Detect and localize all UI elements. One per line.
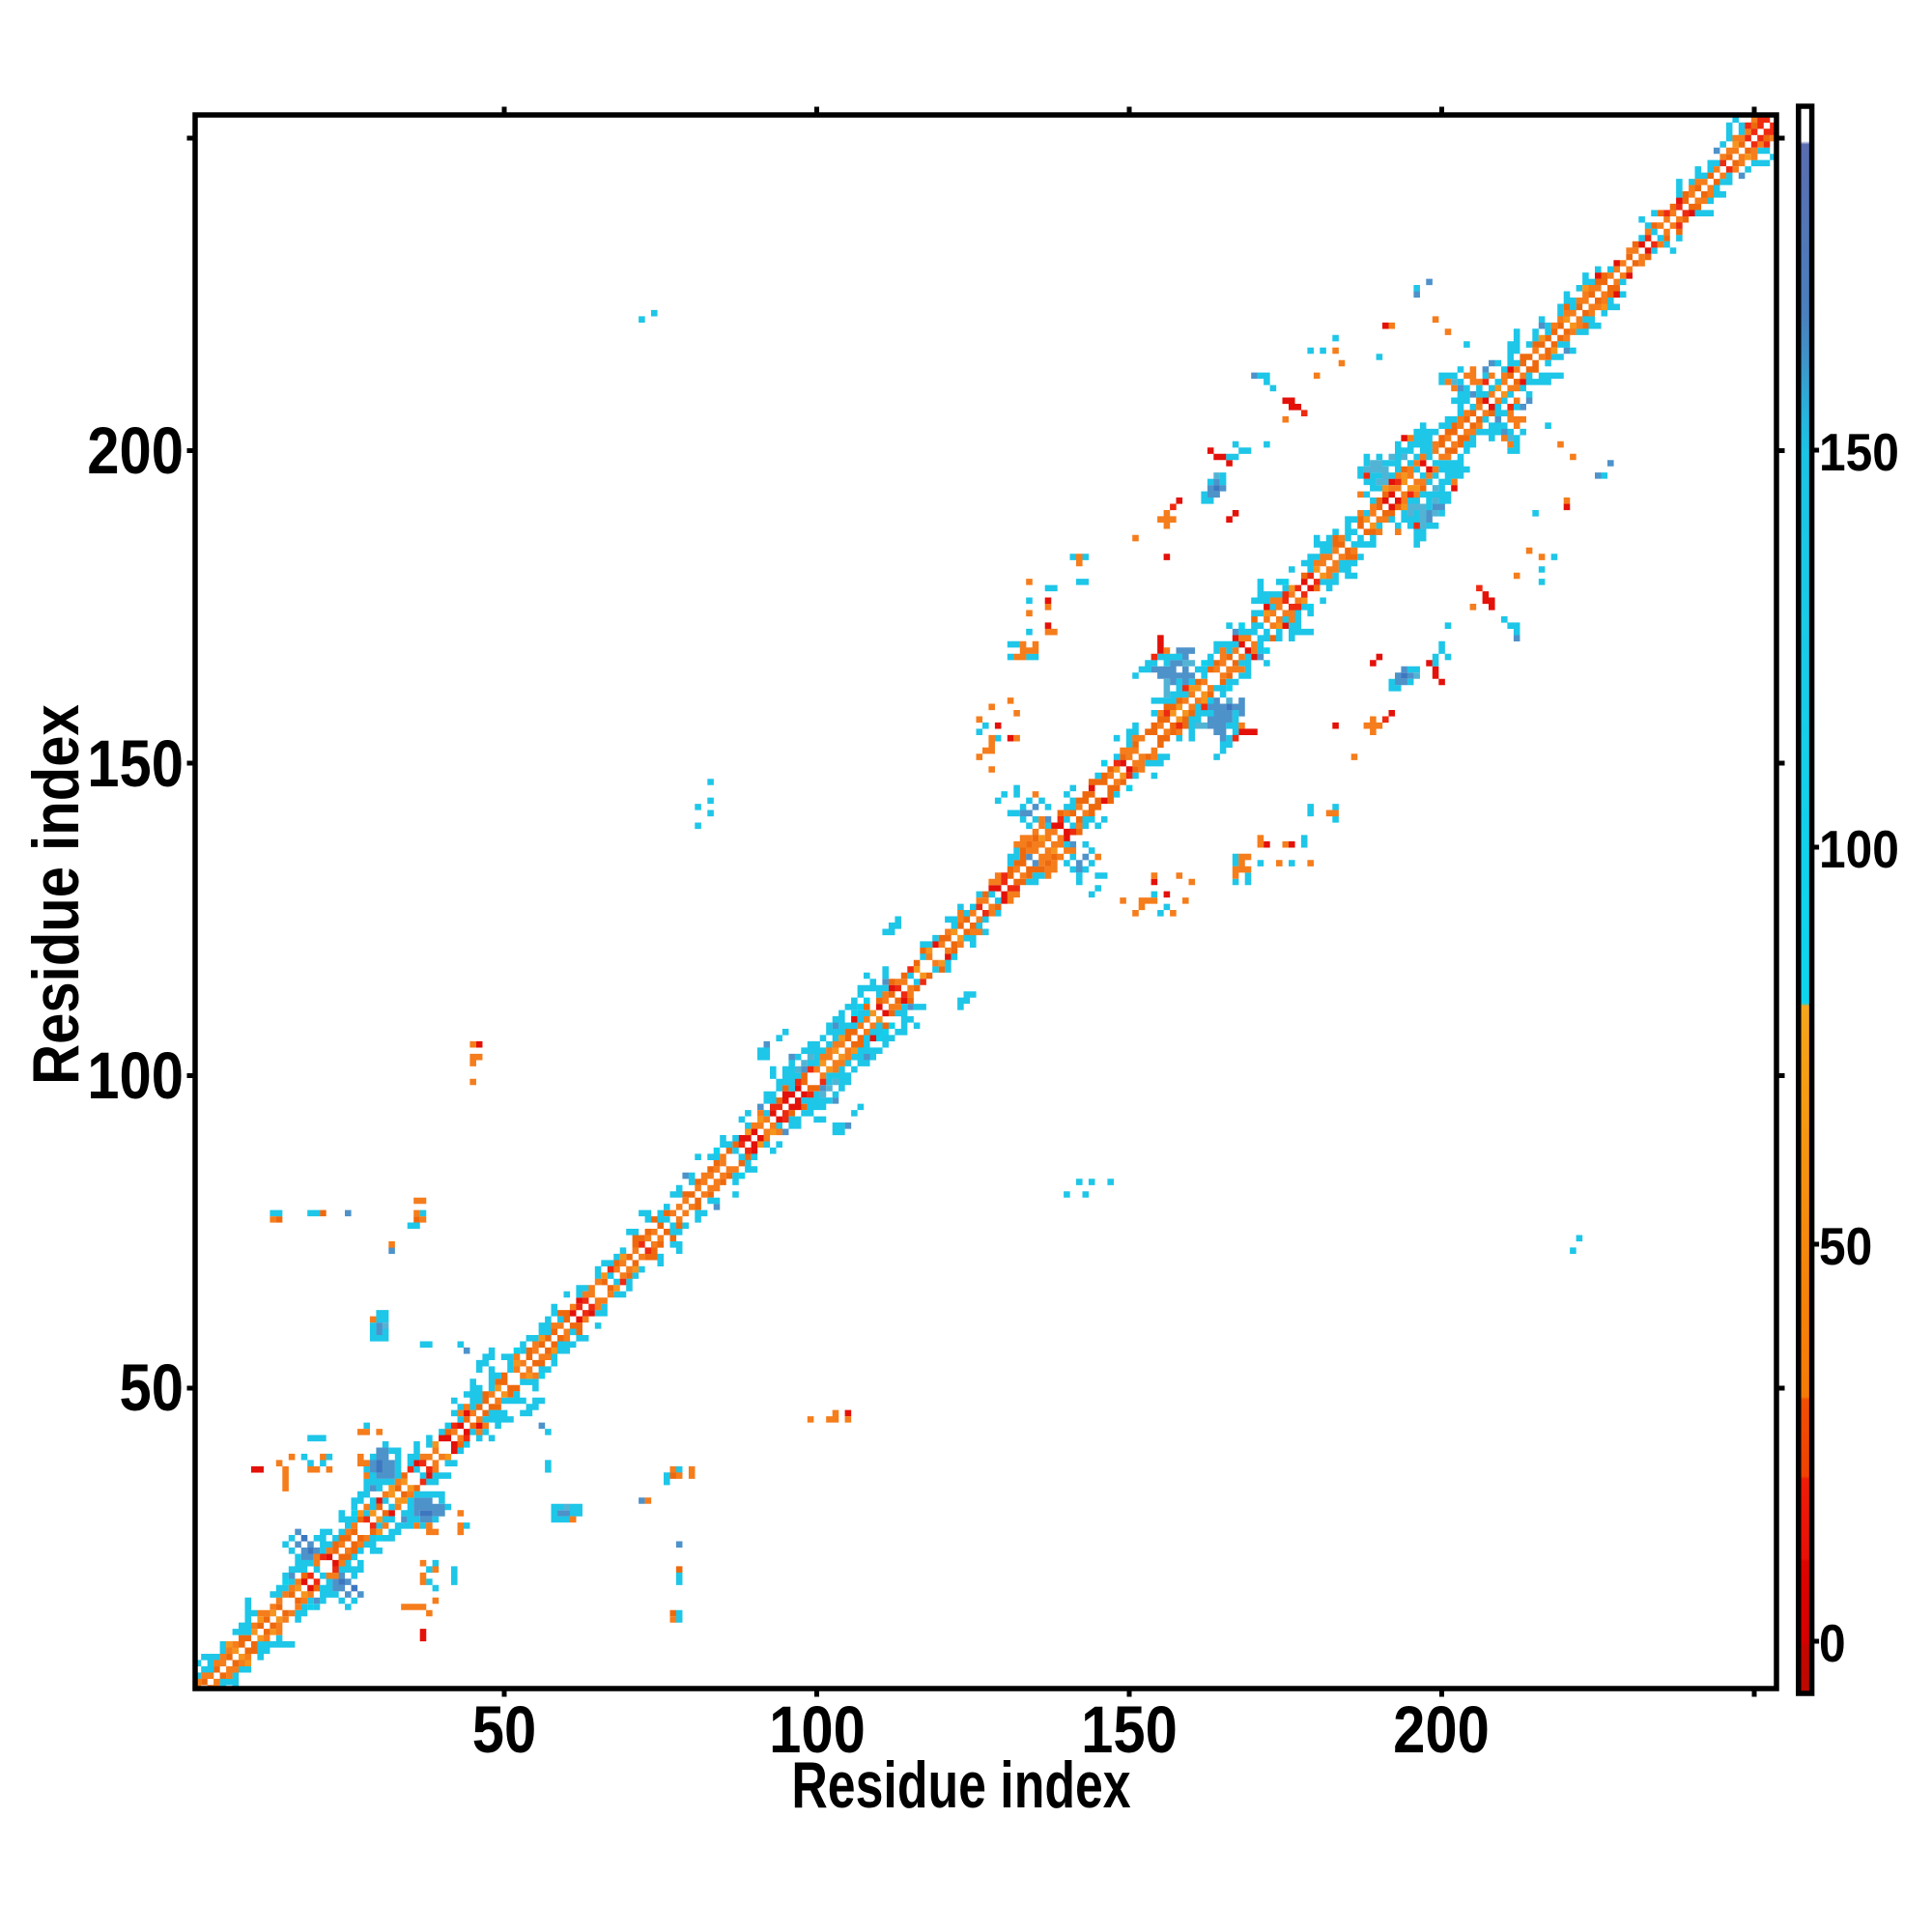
- svg-text:150: 150: [1081, 1692, 1178, 1767]
- svg-text:200: 200: [87, 413, 184, 488]
- svg-text:Residue index: Residue index: [20, 704, 93, 1085]
- svg-text:0: 0: [1819, 1615, 1846, 1674]
- svg-text:150: 150: [1819, 424, 1899, 483]
- svg-text:100: 100: [87, 1038, 184, 1113]
- svg-text:50: 50: [472, 1692, 536, 1767]
- svg-text:100: 100: [1819, 821, 1899, 880]
- svg-text:200: 200: [1393, 1692, 1490, 1767]
- svg-text:50: 50: [120, 1350, 184, 1425]
- svg-text:Residue index: Residue index: [791, 1747, 1131, 1821]
- svg-text:50: 50: [1819, 1218, 1872, 1277]
- svg-text:100: 100: [769, 1692, 866, 1767]
- svg-text:150: 150: [87, 726, 184, 801]
